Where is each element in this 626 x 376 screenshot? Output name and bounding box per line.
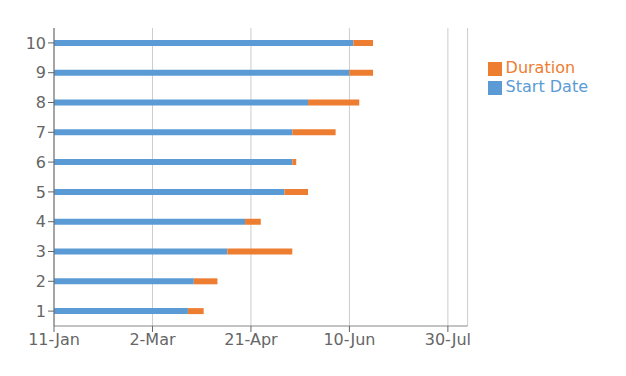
html-text:Duration: Duration [505,58,576,77]
svg-text:6: 6 [36,153,46,172]
svg-text:2-Mar: 2-Mar [129,330,176,349]
svg-text:11-Jan: 11-Jan [28,330,80,349]
svg-text:10: 10 [26,34,46,53]
svg-text:9: 9 [36,63,46,82]
svg-text:30-Jul: 30-Jul [425,330,471,349]
svg-text:10-Jun: 10-Jun [323,330,375,349]
svg-text:21-Apr: 21-Apr [224,330,278,349]
svg-text:3: 3 [36,242,46,261]
svg-text:5: 5 [36,183,46,202]
svg-text:1: 1 [36,302,46,321]
svg-text:4: 4 [36,212,46,231]
svg-text:8: 8 [36,93,46,112]
html-text:Start Date: Start Date [505,77,588,96]
svg-text:2: 2 [36,272,46,291]
svg-text:7: 7 [36,123,46,142]
